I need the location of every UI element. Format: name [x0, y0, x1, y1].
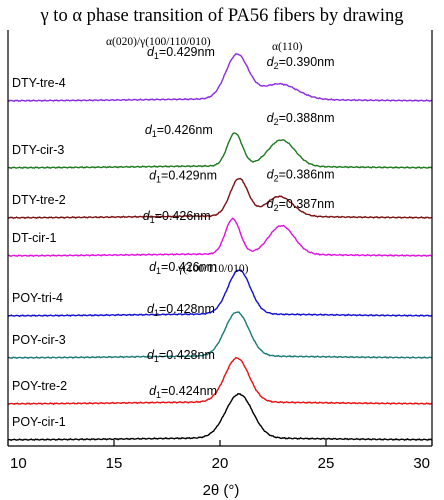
series-label: DTY-cir-3	[12, 143, 64, 157]
x-tick-label: 10	[10, 455, 27, 472]
x-tick-label: 25	[318, 455, 335, 472]
series-DT-cir-1: DT-cir-1 d1=0.426nm d2=0.387nm	[7, 197, 433, 258]
plot-area: DTY-tre-4 d1=0.429nm d2=0.390nm DTY-cir-3 d1…	[7, 36, 433, 442]
series-label: DTY-tre-2	[12, 193, 66, 207]
series-POY-tre-2: POY-tre-2 d1=0.428nm	[7, 348, 433, 406]
series-label: DTY-tre-4	[12, 76, 66, 90]
series-line	[7, 132, 433, 170]
axes: 10 15 20 25 30	[7, 30, 433, 472]
d2-label: d2=0.387nm	[267, 197, 335, 213]
d2-label: d2=0.390nm	[267, 55, 335, 71]
x-tick-label: 15	[106, 455, 123, 472]
d1-label: d1=0.426nm	[149, 260, 217, 276]
series-POY-cir-1: POY-cir-1 d1=0.424nm	[7, 384, 433, 442]
series-line	[7, 356, 433, 406]
x-tick-label: 20	[212, 455, 229, 472]
x-axis-label: 2θ (°)	[203, 482, 240, 499]
d2-label: d2=0.388nm	[267, 111, 335, 127]
series-line	[7, 52, 432, 103]
d1-label: d1=0.429nm	[147, 45, 215, 61]
d1-label: d1=0.428nm	[147, 348, 215, 364]
chart-title: γ to α phase transition of PA56 fibers b…	[40, 6, 404, 26]
annotation-gamma: γ(100/110/010)	[177, 263, 249, 275]
series-label: POY-cir-3	[12, 333, 66, 347]
series-line	[7, 217, 433, 258]
annotation-alpha-gamma: α(020)/γ(100/110/010)	[106, 36, 211, 48]
series-label: POY-cir-1	[12, 415, 66, 429]
d1-label: d1=0.428nm	[147, 302, 215, 318]
annotation-alpha: α(110)	[272, 41, 303, 53]
d1-label: d1=0.429nm	[149, 169, 217, 185]
series-label: POY-tre-2	[12, 379, 67, 393]
series-DTY-cir-3: DTY-cir-3 d1=0.426nm d2=0.388nm	[7, 111, 433, 170]
series-POY-tri-4: POY-tri-4 d1=0.426nm	[7, 260, 433, 318]
x-tick-label: 30	[413, 455, 430, 472]
series-DTY-tre-4: DTY-tre-4 d1=0.429nm d2=0.390nm	[7, 45, 432, 103]
series-DTY-tre-2: DTY-tre-2 d1=0.429nm d2=0.386nm	[7, 168, 433, 220]
series-POY-cir-3: POY-cir-3 d1=0.428nm	[8, 302, 433, 360]
d1-label: d1=0.426nm	[145, 123, 213, 139]
series-line	[7, 269, 433, 318]
d1-label: d1=0.424nm	[149, 384, 217, 400]
series-label: POY-tri-4	[12, 291, 63, 305]
series-label: DT-cir-1	[12, 231, 56, 245]
d1-label: d1=0.426nm	[143, 209, 211, 225]
series-line	[8, 311, 433, 360]
series-line	[7, 392, 433, 442]
d2-label: d2=0.386nm	[267, 168, 335, 184]
series-line	[7, 177, 433, 220]
